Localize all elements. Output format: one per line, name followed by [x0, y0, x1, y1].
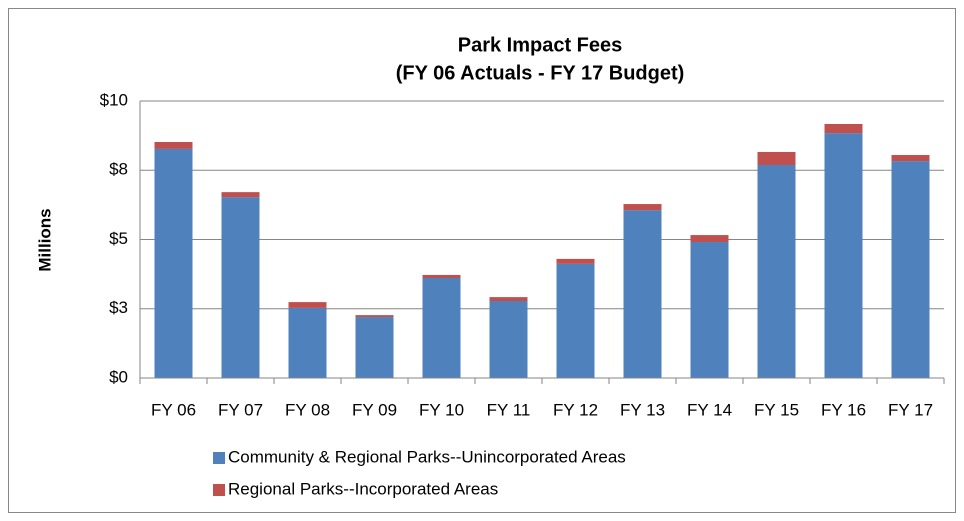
bar-segment	[690, 235, 729, 242]
x-tick-label: FY 13	[620, 400, 665, 419]
chart-title: Park Impact Fees	[458, 34, 623, 56]
bar-segment	[154, 148, 193, 378]
bar-segment	[757, 151, 796, 165]
x-tick-label: FY 10	[419, 400, 464, 419]
bar-segment	[556, 258, 595, 264]
x-tick-label: FY 15	[754, 400, 799, 419]
bar-segment	[422, 278, 461, 378]
bar-segment	[489, 297, 528, 301]
y-tick-label: $0	[109, 367, 128, 386]
x-tick-label: FY 07	[218, 400, 263, 419]
bar-segment	[824, 123, 863, 134]
x-tick-label: FY 17	[888, 400, 933, 419]
bar-segment	[288, 307, 327, 378]
bar-segment	[489, 300, 528, 378]
y-tick-label: $3	[109, 298, 128, 317]
bar-segment	[757, 164, 796, 378]
bar-segment	[221, 197, 260, 378]
bar-segment	[355, 315, 394, 318]
bar-segment	[556, 263, 595, 378]
x-tick-label: FY 11	[487, 400, 531, 419]
x-tick-label: FY 12	[553, 400, 598, 419]
bar-segment	[154, 141, 193, 149]
bar-segment	[824, 133, 863, 378]
y-tick-label: $10	[100, 90, 128, 109]
y-axis-label: Millions	[35, 208, 54, 271]
x-tick-label: FY 14	[687, 400, 732, 419]
bar-segment	[355, 317, 394, 378]
legend-label: Community & Regional Parks--Unincorporat…	[228, 447, 626, 466]
legend-swatch	[213, 452, 225, 464]
bar-segment	[891, 155, 930, 162]
bar-segment	[422, 274, 461, 279]
bar-segment	[690, 241, 729, 378]
y-tick-label: $5	[109, 229, 128, 248]
x-tick-label: FY 09	[352, 400, 397, 419]
bar-segment	[288, 302, 327, 308]
legend-swatch	[213, 484, 225, 496]
x-tick-label: FY 08	[285, 400, 330, 419]
bar-segment	[891, 161, 930, 378]
chart-subtitle: (FY 06 Actuals - FY 17 Budget)	[396, 62, 685, 84]
bar-segment	[623, 210, 662, 378]
bar-segment	[623, 204, 662, 211]
bar-segment	[221, 192, 260, 198]
x-tick-label: FY 16	[821, 400, 866, 419]
x-tick-label: FY 06	[151, 400, 196, 419]
legend-label: Regional Parks--Incorporated Areas	[228, 479, 498, 498]
y-tick-label: $8	[109, 160, 128, 179]
